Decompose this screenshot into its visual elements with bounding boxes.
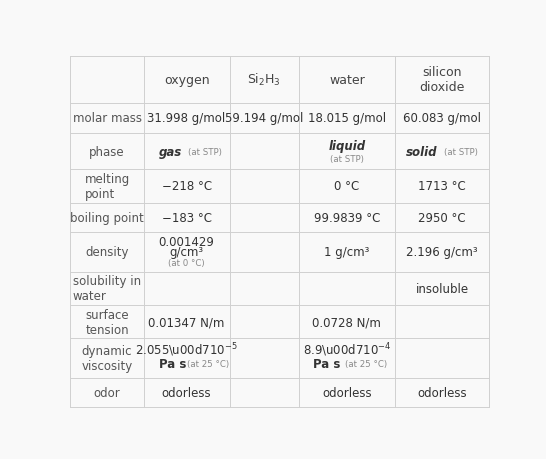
- Text: odorless: odorless: [322, 386, 372, 399]
- Text: melting
point: melting point: [85, 173, 129, 201]
- Text: oxygen: oxygen: [164, 74, 210, 87]
- Text: solid: solid: [406, 145, 438, 158]
- Text: −183 °C: −183 °C: [162, 211, 212, 224]
- Text: 31.998 g/mol: 31.998 g/mol: [147, 112, 225, 125]
- Text: water: water: [329, 74, 365, 87]
- Text: silicon
dioxide: silicon dioxide: [419, 66, 465, 94]
- Text: density: density: [85, 246, 129, 259]
- Text: 2.196 g/cm³: 2.196 g/cm³: [406, 246, 478, 259]
- Text: (at STP): (at STP): [188, 147, 222, 156]
- Text: Si$_2$H$_3$: Si$_2$H$_3$: [247, 72, 281, 88]
- Text: 0.01347 N/m: 0.01347 N/m: [149, 315, 225, 329]
- Text: (at 25 °C): (at 25 °C): [345, 359, 387, 368]
- Text: 0.001429: 0.001429: [159, 236, 215, 249]
- Text: 60.083 g/mol: 60.083 g/mol: [403, 112, 481, 125]
- Text: (at 0 °C): (at 0 °C): [168, 259, 205, 268]
- Text: phase: phase: [89, 145, 125, 158]
- Text: boiling point: boiling point: [70, 211, 144, 224]
- Text: 1 g/cm³: 1 g/cm³: [324, 246, 370, 259]
- Text: molar mass: molar mass: [73, 112, 141, 125]
- Text: solubility in
water: solubility in water: [73, 275, 141, 303]
- Text: dynamic
viscosity: dynamic viscosity: [81, 345, 133, 372]
- Text: Pa s: Pa s: [159, 357, 187, 370]
- Text: odorless: odorless: [417, 386, 467, 399]
- Text: insoluble: insoluble: [416, 282, 468, 295]
- Text: liquid: liquid: [328, 140, 365, 152]
- Text: 1713 °C: 1713 °C: [418, 180, 466, 193]
- Text: (at STP): (at STP): [444, 147, 478, 156]
- Text: 0 °C: 0 °C: [334, 180, 359, 193]
- Text: −218 °C: −218 °C: [162, 180, 212, 193]
- Text: (at 25 °C): (at 25 °C): [187, 359, 229, 368]
- Text: g/cm³: g/cm³: [170, 245, 204, 258]
- Text: 18.015 g/mol: 18.015 g/mol: [308, 112, 386, 125]
- Text: 2950 °C: 2950 °C: [418, 211, 466, 224]
- Text: odorless: odorless: [162, 386, 211, 399]
- Text: gas: gas: [159, 145, 182, 158]
- Text: 8.9\u00d710$^{-4}$: 8.9\u00d710$^{-4}$: [302, 341, 391, 358]
- Text: surface
tension: surface tension: [85, 308, 129, 336]
- Text: 2.055\u00d710$^{-5}$: 2.055\u00d710$^{-5}$: [135, 341, 238, 358]
- Text: Pa s: Pa s: [313, 357, 341, 370]
- Text: 99.9839 °C: 99.9839 °C: [313, 211, 380, 224]
- Text: odor: odor: [94, 386, 121, 399]
- Text: (at STP): (at STP): [330, 155, 364, 163]
- Text: 59.194 g/mol: 59.194 g/mol: [225, 112, 304, 125]
- Text: 0.0728 N/m: 0.0728 N/m: [312, 315, 381, 329]
